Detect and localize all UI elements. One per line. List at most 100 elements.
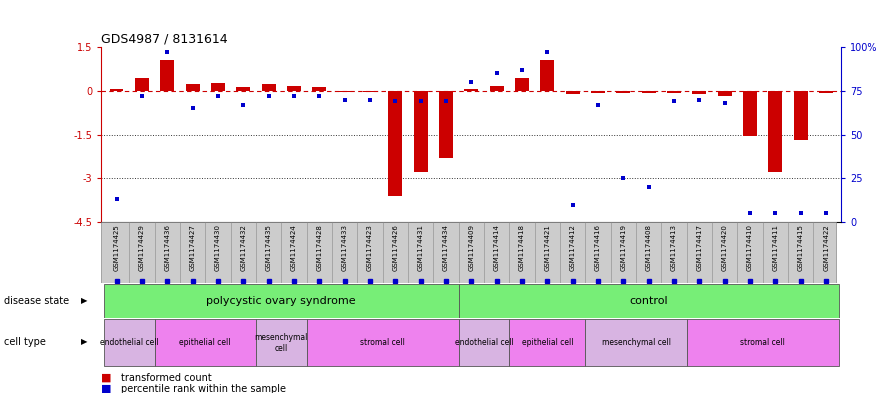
Bar [414, 91, 427, 173]
Point [819, 210, 833, 217]
Text: GSM1174408: GSM1174408 [646, 224, 652, 271]
Point [464, 79, 478, 85]
Text: cell type: cell type [4, 337, 47, 347]
Text: GSM1174414: GSM1174414 [493, 224, 500, 271]
Bar [255, 319, 307, 366]
Text: control: control [629, 296, 668, 306]
Text: GSM1174430: GSM1174430 [215, 224, 221, 271]
Text: GSM1174421: GSM1174421 [544, 224, 551, 271]
Bar [490, 86, 504, 91]
Text: ▶: ▶ [81, 296, 87, 305]
Bar [540, 60, 554, 91]
Text: endothelial cell: endothelial cell [455, 338, 514, 347]
Text: GSM1174429: GSM1174429 [139, 224, 144, 271]
Point [109, 196, 123, 202]
Text: GSM1174415: GSM1174415 [798, 224, 803, 271]
Bar [718, 91, 732, 96]
Text: stromal cell: stromal cell [360, 338, 405, 347]
Bar [459, 284, 839, 318]
Text: GSM1174428: GSM1174428 [316, 224, 322, 271]
Text: GSM1174417: GSM1174417 [696, 224, 702, 271]
Point [186, 105, 200, 112]
Text: mesenchymal cell: mesenchymal cell [602, 338, 670, 347]
Bar [692, 91, 707, 94]
Point [287, 93, 301, 99]
Text: GSM1174426: GSM1174426 [392, 224, 398, 271]
Bar [591, 91, 605, 93]
Bar [104, 319, 154, 366]
Bar [566, 91, 580, 94]
Bar [135, 78, 149, 91]
Point [389, 98, 403, 105]
Bar [104, 284, 459, 318]
Text: GSM1174420: GSM1174420 [722, 224, 728, 271]
Text: GDS4987 / 8131614: GDS4987 / 8131614 [101, 33, 228, 46]
Point [262, 93, 276, 99]
Point [794, 210, 808, 217]
Text: GSM1174422: GSM1174422 [823, 224, 829, 271]
Text: GSM1174416: GSM1174416 [595, 224, 601, 271]
Bar [307, 319, 459, 366]
Bar [819, 91, 833, 93]
Point [211, 93, 225, 99]
Text: GSM1174435: GSM1174435 [265, 224, 271, 271]
Bar [667, 91, 681, 93]
Point [135, 93, 149, 99]
Text: GSM1174436: GSM1174436 [164, 224, 170, 271]
Bar [641, 91, 655, 93]
Text: GSM1174419: GSM1174419 [620, 224, 626, 271]
Point [413, 98, 427, 105]
Point [439, 98, 453, 105]
Text: GSM1174410: GSM1174410 [747, 224, 753, 271]
Text: GSM1174418: GSM1174418 [519, 224, 525, 271]
Text: ■: ■ [101, 384, 112, 393]
Text: GSM1174427: GSM1174427 [189, 224, 196, 271]
Point [337, 96, 352, 103]
Text: GSM1174411: GSM1174411 [773, 224, 779, 271]
Text: GSM1174412: GSM1174412 [570, 224, 575, 271]
Text: GSM1174413: GSM1174413 [671, 224, 677, 271]
Text: disease state: disease state [4, 296, 70, 306]
Bar [509, 319, 585, 366]
Text: GSM1174409: GSM1174409 [469, 224, 474, 271]
Text: epithelial cell: epithelial cell [522, 338, 574, 347]
Text: transformed count: transformed count [121, 373, 211, 383]
Bar [794, 91, 808, 140]
Point [617, 175, 631, 182]
Point [566, 201, 580, 208]
Text: GSM1174432: GSM1174432 [241, 224, 247, 271]
Bar [585, 319, 687, 366]
Point [312, 93, 326, 99]
Text: GSM1174434: GSM1174434 [443, 224, 449, 271]
Text: GSM1174431: GSM1174431 [418, 224, 424, 271]
Point [236, 102, 250, 108]
Point [743, 210, 757, 217]
Bar [337, 91, 352, 92]
Text: GSM1174423: GSM1174423 [367, 224, 373, 271]
Bar [363, 91, 377, 92]
Bar [109, 90, 123, 91]
Bar [744, 91, 757, 136]
Bar [389, 91, 403, 196]
Bar [154, 319, 255, 366]
Point [515, 67, 529, 73]
Point [160, 49, 174, 55]
Point [641, 184, 655, 190]
Bar [459, 319, 509, 366]
Text: percentile rank within the sample: percentile rank within the sample [121, 384, 285, 393]
Bar [617, 91, 631, 93]
Bar [186, 84, 199, 91]
Bar [687, 319, 839, 366]
Bar [515, 78, 529, 91]
Point [768, 210, 782, 217]
Text: epithelial cell: epithelial cell [180, 338, 231, 347]
Text: GSM1174424: GSM1174424 [291, 224, 297, 271]
Text: ■: ■ [101, 373, 112, 383]
Point [591, 102, 605, 108]
Bar [312, 87, 326, 91]
Text: GSM1174433: GSM1174433 [342, 224, 348, 271]
Text: mesenchymal
cell: mesenchymal cell [255, 333, 308, 353]
Text: GSM1174425: GSM1174425 [114, 224, 120, 271]
Text: polycystic ovary syndrome: polycystic ovary syndrome [206, 296, 356, 306]
Text: endothelial cell: endothelial cell [100, 338, 159, 347]
